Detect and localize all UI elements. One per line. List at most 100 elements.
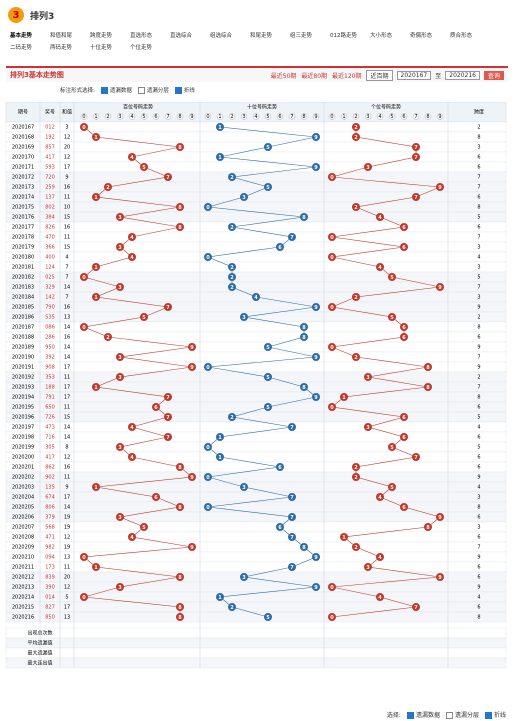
nav-tab[interactable]: 基本走势 bbox=[10, 33, 33, 39]
digit-marker bbox=[116, 373, 124, 381]
to-input[interactable]: 2020216 bbox=[445, 70, 480, 80]
digit-badge bbox=[140, 113, 148, 120]
nav-tab[interactable]: 直选形态 bbox=[130, 33, 153, 39]
number: 400 bbox=[45, 255, 55, 261]
checkbox[interactable] bbox=[445, 712, 453, 719]
digit-marker bbox=[376, 593, 384, 601]
issue: 2020186 bbox=[12, 315, 34, 321]
issue: 2020183 bbox=[12, 285, 34, 291]
nav-tab[interactable]: 组三走势 bbox=[290, 33, 313, 39]
span: 9 bbox=[477, 475, 480, 481]
digit-marker bbox=[116, 583, 124, 591]
stats-row bbox=[5, 647, 507, 659]
stats-row bbox=[5, 637, 507, 649]
digit-marker bbox=[128, 253, 136, 261]
range[interactable]: 最近50期 bbox=[270, 72, 297, 80]
digit-marker bbox=[328, 303, 336, 311]
nav-tab[interactable]: 个位走势 bbox=[130, 45, 153, 51]
digit-marker-label: 7 bbox=[290, 535, 294, 541]
nav-tab[interactable]: 大小形态 bbox=[370, 33, 393, 39]
nav-tab[interactable]: 奇偶形态 bbox=[410, 33, 433, 39]
nav-tab[interactable]: 十位走势 bbox=[90, 45, 113, 51]
digit-marker bbox=[436, 573, 444, 581]
number: 124 bbox=[45, 265, 55, 271]
nav-tab[interactable]: 质合形态 bbox=[450, 33, 473, 39]
digit-marker bbox=[176, 603, 184, 611]
digit-marker bbox=[228, 603, 236, 611]
digit-marker bbox=[340, 393, 348, 401]
digit-marker bbox=[228, 413, 236, 421]
digit-marker bbox=[216, 453, 224, 461]
select[interactable]: 近百期 bbox=[366, 69, 393, 81]
digit-marker-label: 2 bbox=[354, 475, 358, 481]
digit-marker bbox=[128, 453, 136, 461]
digit-marker-label: 8 bbox=[178, 505, 182, 511]
issue: 2020180 bbox=[12, 255, 34, 261]
checkbox[interactable] bbox=[174, 87, 182, 94]
digit-marker-label: 8 bbox=[426, 525, 430, 531]
digit-marker bbox=[288, 533, 296, 541]
digit-marker-label: 0 bbox=[330, 585, 334, 591]
digit-marker bbox=[264, 613, 272, 621]
row-bg bbox=[5, 471, 507, 483]
range[interactable]: 最近80期 bbox=[301, 72, 328, 80]
query-button[interactable]: 查询 bbox=[483, 70, 504, 80]
row-bg bbox=[5, 191, 507, 203]
checkbox[interactable] bbox=[484, 712, 492, 719]
digit-marker-label: 2 bbox=[106, 335, 110, 341]
row-bg bbox=[5, 331, 507, 343]
digit-marker-label: 0 bbox=[82, 555, 86, 561]
digit-marker-label: 8 bbox=[178, 225, 182, 231]
row-bg bbox=[5, 611, 507, 623]
digit-marker bbox=[80, 123, 88, 131]
digit-header: 2 bbox=[106, 114, 109, 120]
span: 8 bbox=[477, 205, 480, 211]
from-input[interactable]: 2020167 bbox=[396, 70, 432, 80]
sum: 19 bbox=[64, 525, 70, 531]
sum: 19 bbox=[64, 545, 70, 551]
digit-header: 0 bbox=[206, 114, 209, 120]
number: 417 bbox=[45, 455, 55, 461]
digit-marker bbox=[312, 303, 320, 311]
nav-tab[interactable]: 组选综合 bbox=[210, 33, 233, 39]
digit-marker-label: 0 bbox=[82, 325, 86, 331]
issue: 2020174 bbox=[12, 195, 34, 201]
digit-marker-label: 5 bbox=[266, 185, 270, 191]
checkbox-label: 遗漏分层 bbox=[454, 712, 479, 719]
nav-tab[interactable]: 直选综合 bbox=[170, 33, 193, 39]
digit-marker bbox=[204, 443, 212, 451]
nav-tab[interactable]: 跨度走势 bbox=[90, 33, 113, 39]
nav-tab[interactable]: 二码走势 bbox=[10, 45, 33, 51]
row-bg bbox=[5, 201, 507, 213]
digit-badge bbox=[312, 113, 320, 120]
issue: 2020178 bbox=[12, 235, 34, 241]
digit-marker bbox=[400, 413, 408, 421]
row-bg bbox=[5, 131, 507, 143]
digit-badge bbox=[328, 113, 336, 120]
number: 014 bbox=[45, 595, 55, 601]
checkbox[interactable] bbox=[100, 87, 108, 94]
number: 135 bbox=[45, 485, 55, 491]
row-bg bbox=[5, 581, 507, 593]
options-label: 标注形式选择: bbox=[60, 88, 95, 94]
sum: 8 bbox=[65, 445, 68, 451]
digit-marker bbox=[116, 283, 124, 291]
digit-marker-label: 9 bbox=[314, 135, 318, 141]
row-bg bbox=[5, 481, 507, 493]
digit-badge bbox=[152, 113, 160, 120]
number: 259 bbox=[45, 185, 55, 191]
nav-tab[interactable]: 012路走势 bbox=[330, 33, 357, 39]
digit-header: 1 bbox=[94, 114, 97, 120]
nav-tab[interactable]: 两码走势 bbox=[50, 45, 73, 51]
range[interactable]: 最近120期 bbox=[332, 72, 362, 80]
checkbox-label: 折线 bbox=[183, 88, 195, 94]
digit-marker-label: 3 bbox=[118, 355, 122, 361]
checkbox[interactable] bbox=[406, 712, 414, 719]
span: 3 bbox=[477, 145, 480, 151]
nav-tab[interactable]: 和尾走势 bbox=[250, 33, 273, 39]
digit-marker-label: 1 bbox=[218, 455, 222, 461]
sum: 7 bbox=[65, 295, 68, 301]
nav-tab[interactable]: 和值和尾 bbox=[50, 33, 73, 39]
digit-badge bbox=[176, 113, 184, 120]
checkbox[interactable] bbox=[137, 87, 145, 94]
